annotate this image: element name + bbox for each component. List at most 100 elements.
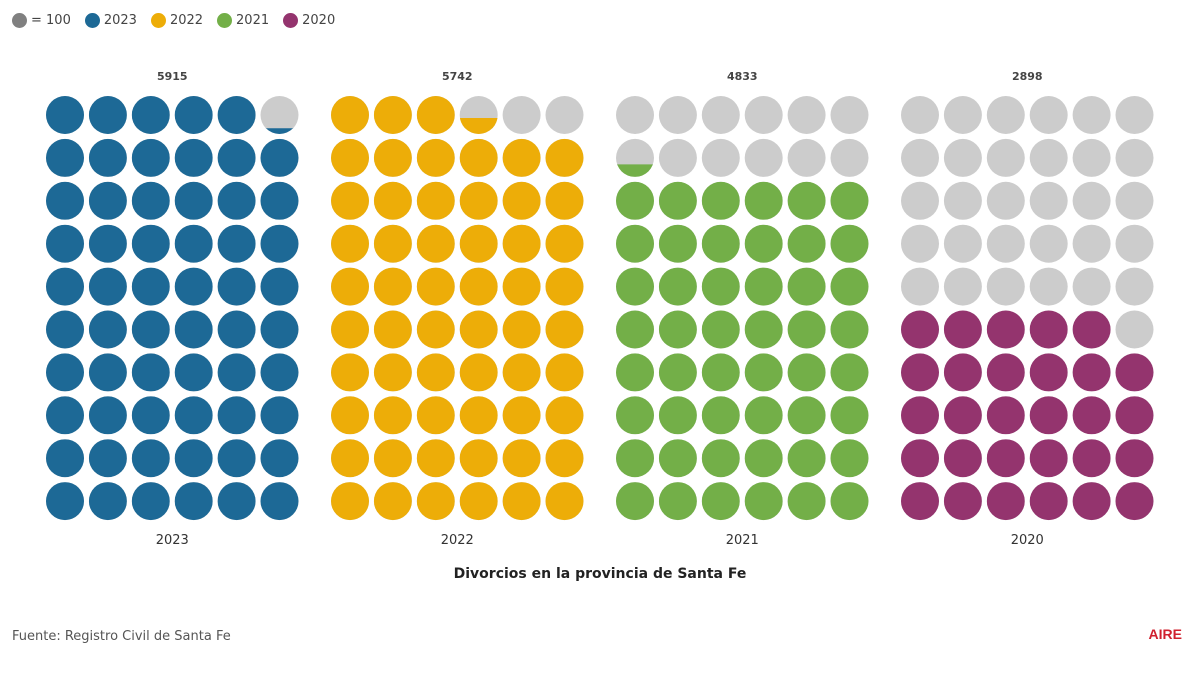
waffle-cell-filled xyxy=(217,224,256,263)
waffle-cell-filled xyxy=(830,181,869,220)
waffle-cell-filled xyxy=(217,439,256,478)
waffle-cell-filled xyxy=(174,267,213,306)
waffle-cell-filled xyxy=(217,138,256,177)
waffle-cell-filled xyxy=(46,482,84,521)
waffle-cell-filled xyxy=(901,310,939,349)
waffle-cell-filled xyxy=(658,267,697,306)
waffle-cell-filled xyxy=(217,267,256,306)
waffle-cell-filled xyxy=(46,267,84,306)
waffle-cell-filled xyxy=(174,310,213,349)
waffle-cell-empty xyxy=(943,138,982,177)
waffle-cell-filled xyxy=(88,267,127,306)
waffle-cell-filled xyxy=(331,353,369,392)
waffle-cell-filled xyxy=(502,353,541,392)
legend-dot-icon xyxy=(150,13,166,28)
waffle-cell-empty xyxy=(986,267,1025,306)
waffle-cell-filled xyxy=(174,396,213,435)
waffle-cell-filled xyxy=(373,482,412,521)
waffle-cell-filled xyxy=(217,396,256,435)
waffle-cell-filled xyxy=(260,310,299,349)
waffle-cell-filled xyxy=(131,439,170,478)
waffle-cell-filled xyxy=(459,439,498,478)
waffle-cell-empty xyxy=(502,96,541,134)
group-value-label: 5915 xyxy=(157,70,188,83)
waffle-cell-filled xyxy=(260,353,299,392)
waffle-cell-filled xyxy=(131,482,170,521)
waffle-cell-filled xyxy=(131,224,170,263)
waffle-cell-filled xyxy=(260,224,299,263)
waffle-cell-filled xyxy=(830,439,869,478)
waffle-cell-filled xyxy=(616,439,654,478)
waffle-cell-empty xyxy=(545,96,584,134)
waffle-cell-empty xyxy=(701,138,740,177)
waffle-cell-filled xyxy=(174,181,213,220)
waffle-cell-filled xyxy=(260,267,299,306)
waffle-cell-filled xyxy=(616,267,654,306)
waffle-cell-empty xyxy=(986,96,1025,134)
waffle-cell-empty xyxy=(1072,138,1111,177)
legend-dot-icon xyxy=(84,13,100,28)
waffle-cell-filled xyxy=(217,181,256,220)
waffle-cell-filled xyxy=(459,118,498,134)
waffle-cell-empty xyxy=(943,96,982,134)
waffle-cell-empty xyxy=(943,224,982,263)
waffle-cell-filled xyxy=(174,138,213,177)
waffle-cell-filled xyxy=(46,138,84,177)
waffle-cell-filled xyxy=(744,439,783,478)
waffle-cell-filled xyxy=(1029,482,1068,521)
waffle-cell-empty xyxy=(1115,267,1154,306)
waffle-cell-filled xyxy=(416,138,455,177)
waffle-cell-empty xyxy=(658,96,697,134)
waffle-cell-filled xyxy=(658,310,697,349)
waffle-cell-filled xyxy=(1029,310,1068,349)
waffle-cell-empty xyxy=(943,181,982,220)
waffle-cell-filled xyxy=(658,439,697,478)
waffle-cell-empty xyxy=(901,181,939,220)
waffle-cell-filled xyxy=(830,396,869,435)
waffle-cell-filled xyxy=(459,310,498,349)
waffle-cell-filled xyxy=(459,224,498,263)
legend-item: 2021 xyxy=(217,13,269,28)
waffle-cell-filled xyxy=(943,396,982,435)
waffle-cell-filled xyxy=(416,353,455,392)
waffle-cell-filled xyxy=(616,396,654,435)
waffle-cell-filled xyxy=(943,353,982,392)
waffle-cell-empty xyxy=(658,138,697,177)
waffle-cell-filled xyxy=(986,353,1025,392)
waffle-cell-filled xyxy=(744,181,783,220)
group-axis-label: 2023 xyxy=(156,533,189,548)
waffle-cell-filled xyxy=(986,439,1025,478)
waffle-cell-filled xyxy=(217,353,256,392)
waffle-cell-empty xyxy=(1072,224,1111,263)
waffle-cell-filled xyxy=(616,310,654,349)
waffle-cell-empty xyxy=(1072,181,1111,220)
group-axis-label: 2020 xyxy=(1011,533,1044,548)
waffle-cell-empty xyxy=(901,267,939,306)
waffle-cell-filled xyxy=(701,353,740,392)
waffle-cell-empty xyxy=(1072,267,1111,306)
waffle-cell-filled xyxy=(88,310,127,349)
waffle-cell-filled xyxy=(787,181,826,220)
legend-label: 2022 xyxy=(169,13,204,28)
waffle-cell-empty xyxy=(901,224,939,263)
waffle-cell-filled xyxy=(331,181,369,220)
waffle-cell-empty xyxy=(1115,138,1154,177)
waffle-cell-filled xyxy=(616,482,654,521)
waffle-cell-filled xyxy=(545,267,584,306)
waffle-cell-empty xyxy=(787,138,826,177)
waffle-cell-filled xyxy=(787,310,826,349)
legend-dot-icon xyxy=(283,13,299,28)
waffle-cell-empty xyxy=(701,96,740,134)
waffle-cell-filled xyxy=(1072,353,1111,392)
waffle-cell-filled xyxy=(502,267,541,306)
waffle-cell-filled xyxy=(260,439,299,478)
waffle-cell-filled xyxy=(986,310,1025,349)
waffle-cell-filled xyxy=(459,267,498,306)
waffle-cell-empty xyxy=(744,96,783,134)
waffle-cell-filled xyxy=(701,482,740,521)
waffle-cell-filled xyxy=(787,267,826,306)
waffle-cell-filled xyxy=(616,181,654,220)
waffle-cell-filled xyxy=(545,396,584,435)
waffle-cell-filled xyxy=(545,181,584,220)
waffle-cell-filled xyxy=(331,224,369,263)
